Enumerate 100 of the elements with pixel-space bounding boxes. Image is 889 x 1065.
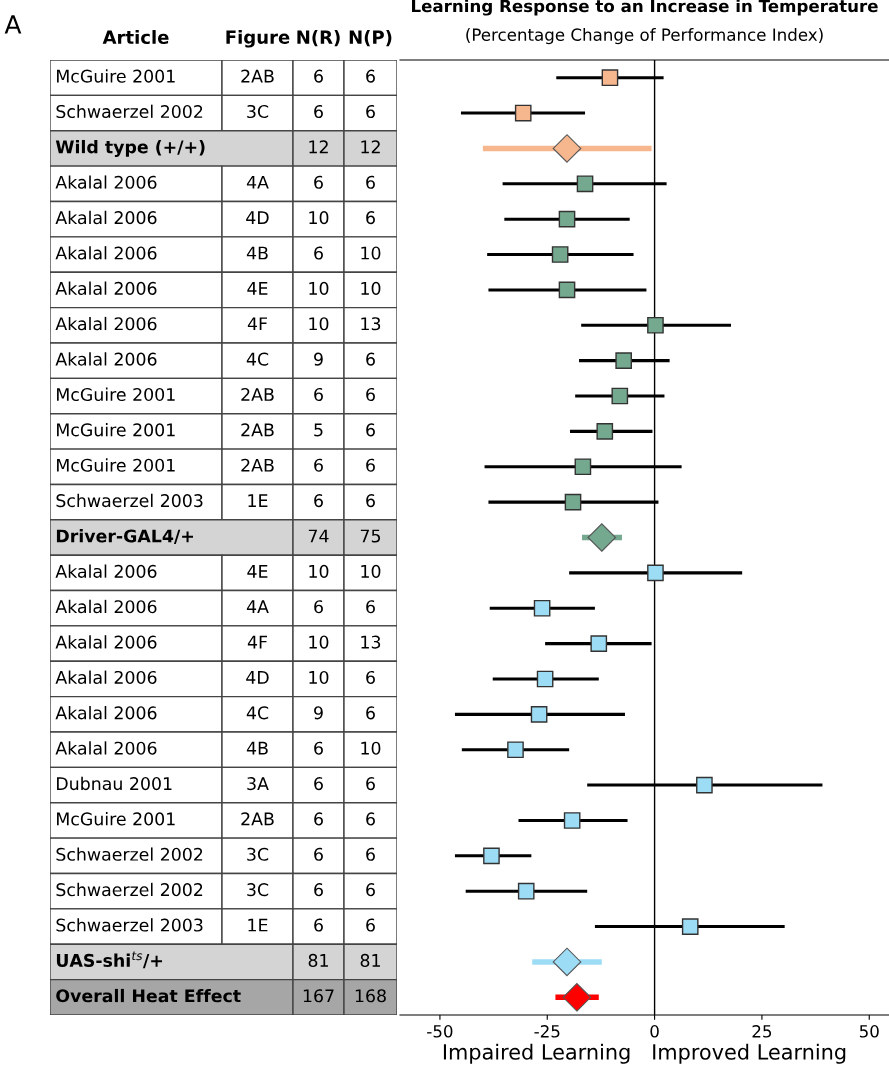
text: 6	[314, 104, 323, 119]
text: Akalal 2006	[55, 705, 157, 720]
text: Overall Heat Effect	[56, 988, 241, 1003]
point	[590, 635, 608, 652]
point	[507, 741, 524, 759]
text: 10	[309, 211, 329, 225]
text: Akalal 2006	[55, 210, 157, 225]
point	[647, 316, 664, 334]
text: 3C	[247, 883, 269, 897]
point	[558, 210, 576, 228]
text: 4C	[246, 706, 269, 720]
text: 2AB	[241, 423, 274, 437]
text: 6	[366, 69, 375, 83]
text: Driver-GAL4/+	[56, 529, 193, 544]
x-axis-title: Impaired Learning Improved Learning	[443, 1043, 846, 1064]
text: McGuire 2001	[57, 69, 175, 83]
text: 10	[309, 281, 329, 295]
text: Akalal 2006	[55, 246, 157, 260]
chart-title: Learning Response to an Increase in Temperature	[412, 0, 878, 16]
text: 6	[314, 387, 323, 402]
text: 6	[366, 211, 375, 225]
point	[647, 564, 664, 582]
text: 10	[309, 317, 329, 331]
text: 6	[314, 812, 323, 826]
category-label: Article	[102, 30, 169, 45]
point	[615, 352, 633, 369]
text: Schwaerzel 2003	[56, 918, 203, 932]
text: 4B	[246, 741, 268, 755]
text: 6	[366, 352, 375, 366]
text: 6	[366, 175, 375, 189]
text: 6	[314, 600, 323, 614]
point	[517, 882, 535, 900]
text: 6	[314, 175, 323, 189]
text: 6	[366, 104, 375, 119]
point	[576, 175, 594, 193]
text: 4C	[246, 352, 269, 366]
text: 6	[314, 458, 323, 472]
text: 6	[314, 69, 323, 83]
point	[536, 670, 554, 688]
point	[681, 918, 699, 935]
text: 1E	[248, 918, 268, 932]
text: 13	[361, 317, 381, 331]
text: Akalal 2006	[55, 741, 157, 755]
text: 4F	[247, 317, 268, 331]
point	[562, 983, 592, 1012]
point	[530, 706, 548, 723]
category-label: N(R)	[297, 30, 340, 47]
x-tick-label: -50	[427, 1025, 453, 1038]
text: 2AB	[241, 69, 274, 83]
text: 4B	[246, 246, 268, 260]
text: 4F	[247, 635, 268, 649]
point	[563, 812, 581, 829]
text: 10	[361, 741, 381, 755]
text: 6	[314, 777, 323, 791]
text: 4A	[246, 175, 269, 189]
point	[552, 134, 582, 163]
point	[483, 847, 500, 865]
point	[587, 523, 617, 552]
text: McGuire 2001	[57, 458, 175, 472]
category-label: Figure	[226, 29, 290, 48]
text: 6	[366, 847, 375, 861]
x-tick-label: 25	[752, 1025, 772, 1038]
text: 6	[314, 918, 323, 932]
text: Akalal 2006	[55, 670, 157, 685]
text: 2AB	[241, 458, 274, 472]
text: Schwaerzel 2002	[56, 104, 203, 119]
text: 6	[366, 777, 375, 791]
text: 6	[314, 494, 323, 508]
text: 75	[360, 529, 381, 543]
text: 10	[361, 281, 381, 295]
text: 6	[366, 918, 375, 932]
text: Akalal 2006	[55, 635, 157, 649]
text: 6	[366, 600, 375, 614]
text: UAS-shi$^{ts}$/+	[56, 951, 163, 969]
text: 6	[366, 670, 375, 685]
text: Akalal 2006	[55, 599, 157, 614]
chart-subtitle: (Percentage Change of Performance Index)	[466, 28, 823, 45]
text: 6	[366, 387, 375, 402]
text: 4D	[246, 671, 269, 684]
text: 168	[355, 989, 386, 1003]
text: Akalal 2006	[55, 352, 157, 366]
text: McGuire 2001	[57, 812, 175, 826]
text: 3C	[247, 847, 269, 861]
text: Akalal 2006	[55, 316, 157, 331]
point	[696, 776, 713, 794]
text: 3A	[247, 777, 269, 791]
text: Akalal 2006	[55, 564, 157, 578]
text: 81	[308, 953, 328, 967]
point	[514, 104, 532, 122]
text: 4D	[246, 211, 269, 224]
text: Schwaerzel 2002	[56, 847, 203, 861]
text: 6	[366, 883, 375, 897]
text: 9	[314, 706, 323, 720]
text: 10	[361, 246, 381, 260]
text: 9	[314, 352, 323, 366]
point	[551, 246, 569, 263]
text: 12	[309, 140, 328, 154]
point	[601, 69, 619, 87]
text: 13	[361, 635, 381, 649]
text: 10	[309, 564, 329, 578]
